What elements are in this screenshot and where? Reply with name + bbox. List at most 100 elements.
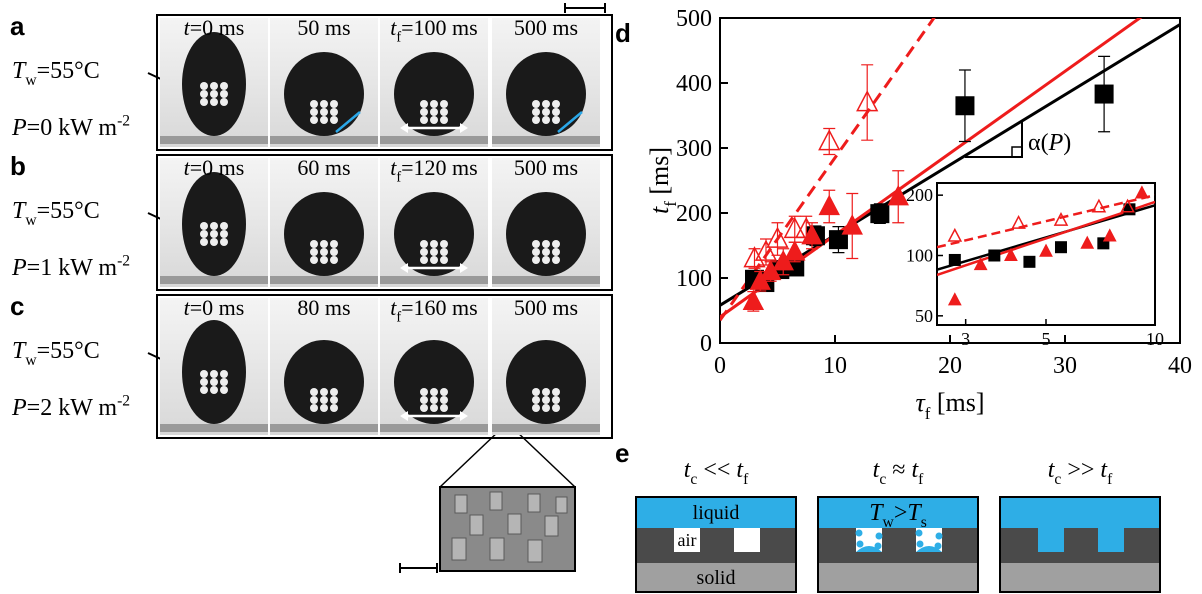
text-part: w bbox=[25, 352, 37, 369]
substrate bbox=[160, 276, 268, 284]
text-part: w bbox=[883, 514, 895, 531]
particle bbox=[200, 238, 208, 246]
particle bbox=[420, 256, 428, 264]
substrate bbox=[380, 276, 488, 284]
substrate bbox=[270, 136, 378, 144]
text-part: 500 ms bbox=[514, 15, 578, 40]
data-point bbox=[1024, 256, 1035, 267]
time-label: t=0 ms bbox=[184, 15, 245, 40]
particle bbox=[430, 404, 438, 412]
particle bbox=[552, 256, 560, 264]
schematic-title: tc >> tf bbox=[1048, 457, 1113, 488]
particle bbox=[552, 100, 560, 108]
schematic-title: tc ≈ tf bbox=[873, 457, 924, 488]
text-part: w bbox=[25, 72, 37, 89]
text-part: =0 ms bbox=[190, 295, 245, 320]
panel-label: e bbox=[615, 438, 629, 468]
inset-x-tick-label: 3 bbox=[961, 329, 970, 349]
particle bbox=[420, 116, 428, 124]
bubble bbox=[875, 543, 882, 550]
particle bbox=[310, 116, 318, 124]
particle bbox=[320, 404, 328, 412]
text-part: =0 kW m bbox=[27, 115, 118, 141]
particle bbox=[430, 100, 438, 108]
particle bbox=[430, 240, 438, 248]
solid-label: solid bbox=[697, 567, 736, 589]
particle bbox=[220, 386, 228, 394]
text-part: 80 ms bbox=[297, 295, 350, 320]
y-tick-label: 100 bbox=[676, 266, 712, 292]
particle bbox=[440, 240, 448, 248]
time-label: 50 ms bbox=[297, 15, 350, 40]
time-label: 500 ms bbox=[514, 155, 578, 180]
text-part: 50 ms bbox=[297, 15, 350, 40]
text-part: P bbox=[11, 115, 27, 141]
particle bbox=[330, 108, 338, 116]
cavity bbox=[734, 528, 760, 552]
particle bbox=[200, 230, 208, 238]
particle bbox=[220, 230, 228, 238]
particle bbox=[532, 100, 540, 108]
figure: aTw=55°CP=0 kW m-2t=0 ms50 mstf=100 ms50… bbox=[0, 0, 1202, 594]
text-part: ) bbox=[1063, 130, 1071, 156]
inset-y-tick-label: 100 bbox=[906, 245, 933, 265]
data-point bbox=[871, 205, 889, 223]
text-part: f bbox=[1107, 471, 1113, 488]
particle bbox=[310, 396, 318, 404]
data-point bbox=[1095, 85, 1113, 103]
particle bbox=[552, 404, 560, 412]
bubble bbox=[935, 543, 942, 550]
text-part: f bbox=[918, 471, 924, 488]
particle bbox=[420, 388, 428, 396]
power-label: P=1 kW m-2 bbox=[11, 252, 130, 281]
particle bbox=[430, 116, 438, 124]
particle bbox=[220, 82, 228, 90]
particle bbox=[210, 230, 218, 238]
particle bbox=[310, 256, 318, 264]
text-part: =120 ms bbox=[401, 155, 478, 180]
panel-label: a bbox=[10, 11, 25, 41]
particle bbox=[210, 222, 218, 230]
annotation: α(P) bbox=[1028, 130, 1071, 156]
text-part: 500 ms bbox=[514, 295, 578, 320]
particle bbox=[440, 396, 448, 404]
text-part: [ms] bbox=[645, 147, 674, 201]
substrate bbox=[270, 424, 378, 432]
particle bbox=[330, 116, 338, 124]
particle bbox=[200, 90, 208, 98]
text-part: << bbox=[697, 457, 736, 483]
time-label: t=0 ms bbox=[184, 295, 245, 320]
substrate bbox=[380, 424, 488, 432]
substrate bbox=[270, 276, 378, 284]
particle bbox=[210, 238, 218, 246]
particle bbox=[542, 248, 550, 256]
air-label: air bbox=[678, 530, 697, 550]
text-part: =100 ms bbox=[401, 15, 478, 40]
particle bbox=[532, 248, 540, 256]
data-point bbox=[989, 250, 1000, 261]
particle bbox=[542, 240, 550, 248]
particle bbox=[542, 396, 550, 404]
particle bbox=[420, 248, 428, 256]
particle bbox=[552, 388, 560, 396]
text-part: -2 bbox=[117, 112, 130, 129]
particle bbox=[200, 386, 208, 394]
particle bbox=[320, 116, 328, 124]
particle bbox=[330, 388, 338, 396]
text-part: 500 ms bbox=[514, 155, 578, 180]
x-tick-label: 10 bbox=[823, 353, 847, 379]
particle bbox=[320, 108, 328, 116]
particle bbox=[220, 238, 228, 246]
power-label: P=2 kW m-2 bbox=[11, 392, 130, 421]
bubble bbox=[856, 530, 863, 537]
particle bbox=[310, 248, 318, 256]
particle bbox=[320, 248, 328, 256]
particle bbox=[420, 396, 428, 404]
particle bbox=[200, 370, 208, 378]
particle bbox=[310, 404, 318, 412]
panel-label: d bbox=[615, 18, 631, 48]
y-tick-label: 400 bbox=[676, 71, 712, 97]
temperature-label: Tw=55°C bbox=[12, 198, 100, 229]
data-point bbox=[819, 196, 839, 215]
bubble bbox=[857, 541, 864, 548]
